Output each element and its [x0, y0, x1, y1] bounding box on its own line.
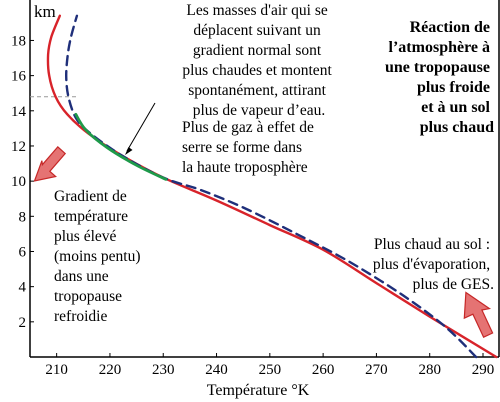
annotation-masses: Les masses d'air qui se déplacent suivan…	[182, 2, 335, 119]
pointer-line	[126, 102, 156, 152]
y-tick-label: 14	[11, 104, 27, 120]
x-tick-label: 240	[205, 362, 228, 378]
arrow-gradient-icon	[33, 146, 67, 182]
annotation-gaz: Plus de gaz à effet de serre se forme da…	[182, 119, 318, 176]
y-tick-label: 16	[11, 69, 27, 85]
y-tick-label: 8	[19, 209, 27, 225]
x-axis-label: Température °K	[207, 382, 310, 399]
x-tick-label: 250	[259, 362, 282, 378]
x-tick-label: 260	[312, 362, 335, 378]
y-axis-label: km	[34, 2, 56, 21]
x-tick-label: 270	[365, 362, 388, 378]
annotation-reaction: Réaction de l’atmosphère à une tropopaus…	[385, 19, 494, 136]
x-tick-label: 210	[45, 362, 68, 378]
y-tick-label: 18	[11, 33, 26, 49]
pointer-arrowhead-icon	[125, 147, 133, 155]
x-tick-label: 290	[472, 362, 495, 378]
arrow-sol-icon	[463, 291, 494, 338]
y-tick-label: 4	[19, 280, 27, 296]
y-tick-label: 12	[11, 139, 26, 155]
y-tick-label: 2	[19, 315, 27, 331]
tick-labels: 2 4 6 8 10 12 14 16 18 210 220 230 240 250 260 270 280 29…	[11, 33, 494, 378]
x-tick-label: 230	[152, 362, 175, 378]
y-tick-label: 10	[11, 174, 26, 190]
curve-green-segment	[74, 112, 168, 181]
y-tick-label: 6	[19, 244, 27, 260]
axes	[29, 0, 500, 358]
x-tick-label: 220	[99, 362, 122, 378]
curve-blue-dashed	[64, 14, 478, 359]
curves	[46, 14, 498, 359]
x-tick-label: 280	[418, 362, 441, 378]
annotation-gradient: Gradient de température plus élevé (moin…	[54, 188, 144, 325]
annotation-sol: Plus chaud au sol : plus d'évaporation, …	[373, 236, 494, 293]
